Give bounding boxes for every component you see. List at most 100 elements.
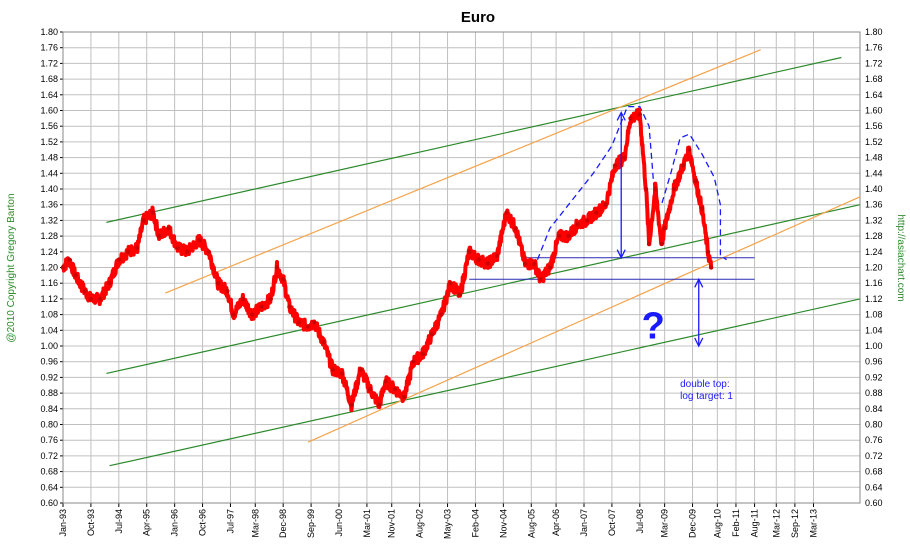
- price-point: [141, 218, 146, 223]
- price-point: [457, 292, 463, 298]
- y-tick-label-left: 1.24: [40, 247, 58, 257]
- x-tick-label: Jul-94: [114, 509, 124, 534]
- y-tick-label-right: 0.72: [865, 451, 883, 461]
- y-tick-label-left: 1.72: [40, 58, 58, 68]
- price-point: [321, 339, 326, 345]
- y-tick-label-right: 1.04: [865, 325, 883, 335]
- price-point: [249, 312, 255, 317]
- price-point: [268, 296, 273, 302]
- y-tick-label-left: 1.64: [40, 90, 58, 100]
- x-tick-label: Aug-11: [750, 509, 760, 537]
- y-tick-label-left: 1.12: [40, 294, 58, 304]
- x-tick-label: Feb-11: [731, 509, 741, 537]
- x-tick-label: May-03: [443, 509, 453, 539]
- y-tick-label-right: 1.00: [865, 341, 883, 351]
- price-point: [538, 277, 543, 282]
- y-tick-label-left: 0.80: [40, 420, 58, 430]
- orange-trendline: [165, 49, 761, 294]
- y-tick-label-right: 1.48: [865, 153, 883, 163]
- price-point: [429, 332, 435, 337]
- y-tick-label-left: 0.64: [40, 482, 58, 492]
- price-point: [197, 237, 202, 243]
- trendlines: [106, 49, 861, 467]
- copyright-label: @2010 Copyright Gregory Barton: [6, 193, 17, 342]
- price-point: [622, 155, 627, 160]
- price-point: [166, 226, 171, 231]
- price-point: [494, 253, 500, 258]
- y-tick-label-left: 1.44: [40, 168, 58, 178]
- x-tick-label: Jul-08: [635, 509, 645, 534]
- y-tick-label-left: 0.96: [40, 357, 58, 367]
- price-point: [699, 206, 705, 211]
- price-point: [705, 249, 711, 254]
- target-annotation: double top:: [680, 379, 730, 390]
- y-tick-label-right: 1.40: [865, 184, 883, 194]
- price-point: [575, 222, 580, 227]
- x-tick-label: Aug-02: [415, 509, 425, 538]
- y-tick-label-left: 1.28: [40, 231, 58, 241]
- y-tick-label-left: 1.48: [40, 153, 58, 163]
- y-tick-label-right: 1.72: [865, 58, 883, 68]
- price-point: [296, 320, 301, 325]
- price-point: [392, 386, 398, 392]
- y-tick-label-left: 0.76: [40, 435, 58, 445]
- price-point: [637, 112, 643, 117]
- x-tick-label: Oct-07: [607, 509, 617, 536]
- question-mark-annotation: ?: [642, 305, 665, 347]
- price-point: [231, 312, 236, 317]
- price-point: [420, 351, 425, 357]
- price-point: [311, 320, 317, 325]
- y-tick-label-right: 1.60: [865, 106, 883, 116]
- x-tick-label: Mar-12: [771, 509, 781, 538]
- y-tick-label-right: 0.68: [865, 467, 883, 477]
- x-tick-label: Feb-04: [470, 509, 480, 538]
- chart-title: Euro: [461, 9, 495, 26]
- x-tick-label: Oct-96: [198, 509, 208, 536]
- x-tick-label: Nov-01: [387, 509, 397, 538]
- price-point: [259, 304, 264, 309]
- price-point: [547, 265, 553, 270]
- x-tick-label: Jun-00: [334, 509, 344, 537]
- price-point: [467, 249, 472, 254]
- price-point: [150, 210, 156, 215]
- y-tick-label-right: 0.60: [865, 498, 883, 508]
- y-tick-label-left: 0.88: [40, 388, 58, 398]
- price-point: [671, 186, 677, 192]
- website-label: http://asiachart.com: [895, 214, 906, 301]
- y-tick-label-left: 1.52: [40, 137, 58, 147]
- x-tick-label: Aug-10: [712, 509, 722, 538]
- price-point: [82, 288, 87, 294]
- y-tick-label-right: 1.44: [865, 168, 883, 178]
- x-tick-label: Jan-07: [579, 509, 589, 537]
- y-tick-label-right: 1.80: [865, 27, 883, 37]
- y-tick-label-left: 1.04: [40, 325, 58, 335]
- x-tick-label: Aug-05: [526, 509, 536, 538]
- x-tick-label: Jul-97: [225, 509, 235, 534]
- y-tick-label-right: 1.56: [865, 121, 883, 131]
- price-point: [125, 249, 131, 254]
- target-annotation: log target: 1: [680, 391, 733, 402]
- horizontal-levels: [469, 257, 755, 280]
- x-tick-label: Mar-98: [250, 509, 260, 538]
- price-point: [476, 257, 481, 262]
- y-tick-label-right: 1.16: [865, 278, 883, 288]
- price-point: [287, 304, 292, 309]
- y-tick-label-right: 1.12: [865, 294, 883, 304]
- price-point: [594, 210, 599, 215]
- price-point: [439, 312, 444, 317]
- green-trendline: [106, 204, 861, 375]
- y-tick-label-left: 1.80: [40, 27, 58, 37]
- price-point: [566, 233, 571, 239]
- y-tick-label-left: 0.68: [40, 467, 58, 477]
- y-tick-label-right: 0.80: [865, 420, 883, 430]
- price-point: [708, 265, 714, 270]
- price-point: [107, 281, 112, 286]
- y-tick-label-left: 1.08: [40, 310, 58, 320]
- price-point: [88, 296, 94, 302]
- price-point: [662, 226, 667, 231]
- y-tick-label-right: 0.64: [865, 482, 883, 492]
- price-point: [358, 367, 363, 372]
- price-point: [532, 261, 537, 266]
- price-point: [349, 402, 354, 408]
